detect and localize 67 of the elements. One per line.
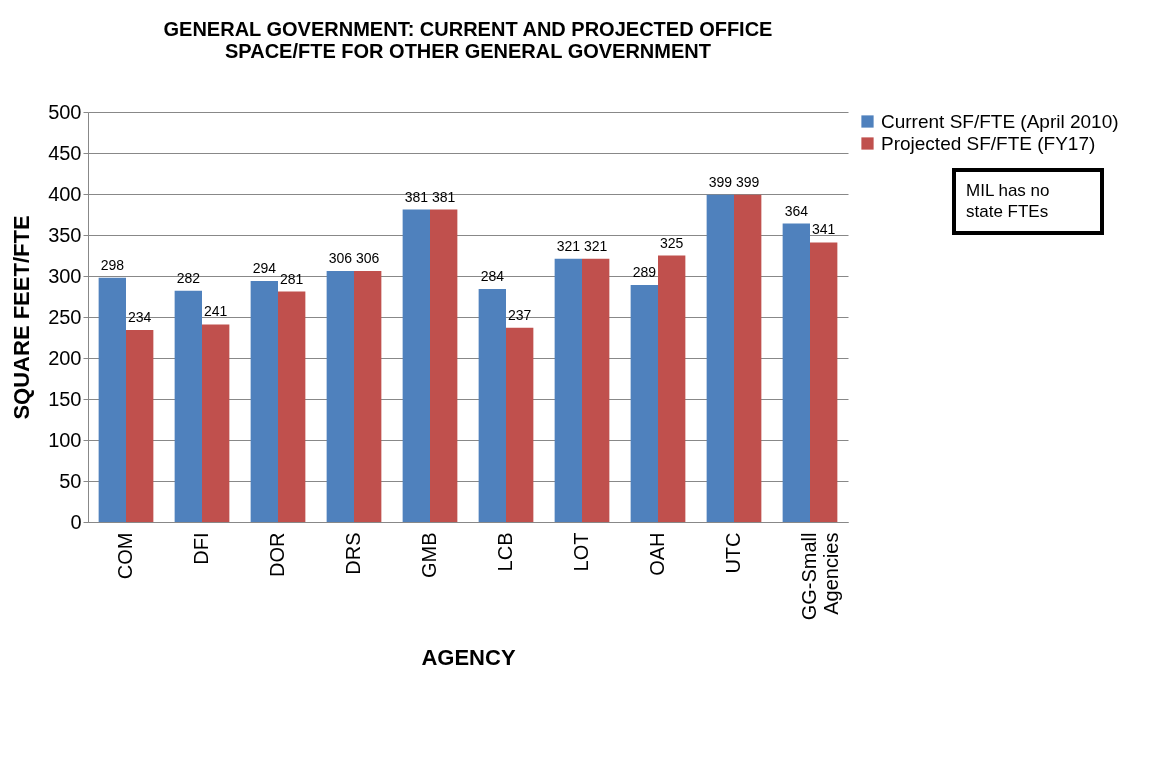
bar [98, 277, 126, 522]
data-label: 234 [128, 309, 152, 326]
data-label: 281 [280, 270, 304, 287]
data-label: 381 [432, 188, 456, 205]
x-tick-label: LCB [494, 532, 516, 572]
bar [782, 223, 810, 522]
bar [582, 258, 610, 522]
bar [174, 290, 202, 522]
data-label: 298 [100, 256, 125, 273]
bar [706, 194, 734, 522]
data-label: 284 [480, 268, 505, 285]
data-label: 306 [356, 250, 380, 267]
data-label: 399 [708, 173, 733, 190]
y-tick-label: 50 [59, 469, 82, 492]
y-axis-title: SQUARE FEET/FTE [9, 215, 35, 420]
chart-title: GENERAL GOVERNMENT: CURRENT AND PROJECTED OFFICE SPACE/FTE FOR OTHER GENERAL GOVERNMENT [163, 18, 773, 62]
y-tick-label: 200 [48, 346, 82, 369]
bar [810, 242, 838, 522]
bar [354, 271, 382, 522]
data-label: 241 [204, 303, 228, 320]
y-tick-label: 0 [70, 510, 82, 533]
bar [278, 291, 306, 522]
bar [554, 258, 582, 522]
x-tick-label: GMB [418, 532, 440, 579]
x-tick-label: UTC [722, 532, 744, 574]
x-tick-label: OAH [646, 532, 668, 576]
data-label: 289 [632, 264, 657, 281]
data-label: 364 [784, 202, 809, 219]
data-label: 294 [252, 259, 277, 276]
bar [202, 324, 230, 522]
bar [402, 209, 430, 522]
bar [430, 209, 458, 522]
data-label: 282 [176, 269, 201, 286]
y-tick-label: 400 [48, 182, 82, 205]
y-tick-label: 100 [48, 428, 82, 451]
x-tick-label: COM [114, 532, 136, 580]
y-tick-label: 300 [48, 264, 82, 287]
data-label: 381 [404, 188, 429, 205]
bar [506, 327, 534, 522]
bar [658, 255, 686, 522]
bar [630, 285, 658, 522]
x-axis-title: AGENCY [421, 645, 516, 671]
bar [126, 330, 154, 522]
data-label: 321 [556, 237, 581, 254]
data-label: 325 [660, 234, 684, 251]
y-tick-label: 350 [48, 223, 82, 246]
data-label: 321 [584, 237, 608, 254]
x-tick-label: DOR [266, 532, 288, 577]
data-label: 399 [736, 173, 760, 190]
y-tick-label: 250 [48, 305, 82, 328]
x-tick-label: LOT [570, 532, 592, 572]
x-tick-label: DFI [190, 532, 212, 565]
bar [734, 194, 762, 522]
legend-label: Current SF/FTE (April 2010) [881, 110, 1119, 132]
y-tick-label: 150 [48, 387, 82, 410]
y-tick-label: 500 [48, 100, 82, 123]
text: MIL has no state FTEs [952, 168, 1104, 235]
data-label: 237 [508, 306, 532, 323]
data-label: 341 [812, 221, 836, 238]
bar [326, 271, 354, 522]
x-tick-label: DRS [342, 532, 364, 575]
x-tick-label: GG-Small Agencies [798, 532, 842, 621]
bar [250, 280, 278, 522]
legend-label: Projected SF/FTE (FY17) [881, 132, 1096, 154]
y-tick-label: 450 [48, 141, 82, 164]
bar [478, 289, 506, 522]
data-label: 306 [328, 250, 353, 267]
